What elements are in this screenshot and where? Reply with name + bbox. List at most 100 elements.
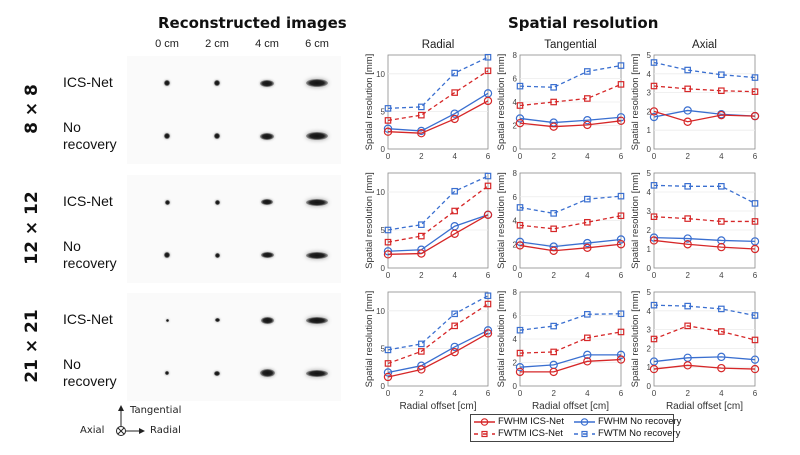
legend-swatch-fwhm-nr [574,418,595,426]
y-tick-label: 5 [647,51,652,60]
data-point [516,221,524,229]
data-point [550,322,557,330]
series-line [387,92,489,132]
y-tick-label: 10 [376,70,385,79]
data-point [684,183,691,190]
chart-panel: 0 2 4 6 8 0 2 4 6 Spatial resolution [mm] Radial o… [496,288,626,412]
data-point [418,103,425,111]
x-tick-label: 4 [719,152,724,161]
data-point [583,116,592,125]
y-tick-label: 3 [647,89,652,98]
data-point [451,310,458,318]
data-point [451,187,458,195]
data-point [751,88,759,95]
x-tick-label: 2 [419,271,424,280]
point-source-image [214,80,220,86]
point-source-image [164,199,170,205]
y-tick-label: 0 [647,264,652,273]
data-point [418,111,425,119]
data-point [750,111,760,121]
series-line [653,325,756,341]
data-point [418,340,425,348]
data-point [751,74,759,81]
data-point [550,225,557,233]
data-point [484,172,492,180]
y-tick-label: 3 [647,326,652,335]
chart-panel: 0 1 2 3 4 5 0 2 4 6 Spatial resolution [mm] [630,51,760,161]
data-point [684,215,691,222]
data-point [384,238,392,246]
data-point [616,350,626,360]
data-point [550,98,557,106]
series-line [519,354,621,368]
image-panel [127,56,341,164]
y-axis-label: Spatial resolution [mm] [630,172,641,269]
series-line [653,304,756,317]
y-axis-label: Spatial resolution [mm] [630,291,641,388]
legend-swatch-fwtm-ics [474,430,495,438]
data-point [584,195,591,203]
data-point [584,68,591,75]
orientation-axes-icon [116,405,145,436]
data-point [483,96,493,106]
x-tick-label: 2 [419,152,424,161]
chart-column-title: Tangential [544,39,597,51]
data-point [650,82,658,90]
data-point [484,182,492,190]
data-point [650,182,658,189]
data-point [583,350,592,360]
x-tick-label: 6 [619,152,624,161]
data-point [383,247,393,256]
series-line [520,358,622,373]
point-source-image [165,318,169,322]
data-point [451,89,458,96]
x-tick-label: 0 [386,389,391,398]
series-line [519,195,622,215]
data-point [750,244,760,254]
y-tick-label: 5 [381,344,386,353]
data-point [584,334,591,342]
series-line [387,175,489,231]
y-tick-label: 1 [647,363,652,372]
legend-label-fwtm-nr: FWTM No recovery [598,428,681,439]
y-tick-label: 2 [513,122,518,131]
data-point [383,372,393,382]
series-line [387,303,489,365]
x-tick-label: 2 [685,152,690,161]
point-source-image [306,132,328,140]
data-point [484,292,492,300]
data-point [516,204,524,211]
y-tick-label: 2 [647,226,652,235]
chart-legend: FWHM ICS-Net FWHM No recovery FWTM ICS-N… [470,414,681,442]
plot-area [653,54,756,150]
method-label: ICS-Net [63,74,113,90]
data-point [650,213,658,221]
chart-panel: 0 1 2 3 4 5 0 2 4 6 Spatial resolution [mm] Radial … [630,288,760,412]
series-line [653,236,756,243]
series-line [387,56,489,110]
data-point [516,102,524,109]
data-point [515,367,525,377]
chart-panel: 0 5 10 0 2 4 6 Spatial resolution [mm] [364,172,493,280]
data-point [550,84,557,91]
y-tick-label: 2 [513,359,518,368]
y-tick-label: 5 [381,107,386,116]
point-source-image [164,133,170,139]
y-tick-label: 4 [513,98,518,107]
data-point [384,360,392,367]
data-point [683,106,692,115]
data-point [515,114,525,123]
x-tick-label: 0 [386,152,391,161]
data-point [483,329,493,338]
data-point [683,234,692,243]
y-tick-label: 0 [513,382,518,391]
data-point [718,183,725,190]
x-tick-label: 6 [486,389,491,398]
data-point [418,348,425,355]
y-tick-label: 4 [647,188,652,197]
y-tick-label: 10 [376,307,385,316]
x-tick-label: 2 [685,271,690,280]
legend-swatch-fwtm-nr [574,430,595,438]
data-point [684,66,691,74]
